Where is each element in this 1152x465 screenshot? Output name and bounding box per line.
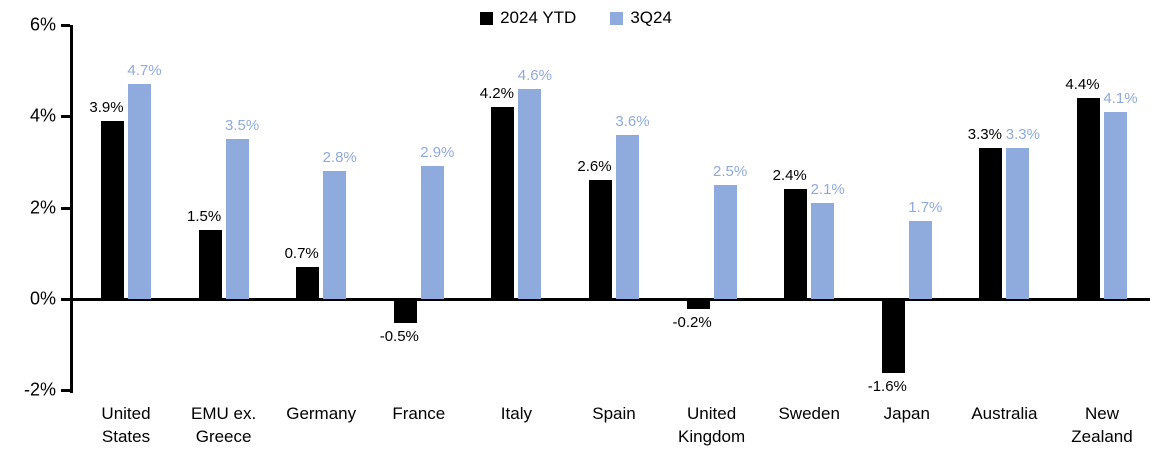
legend-label: 3Q24 bbox=[630, 8, 672, 27]
value-label: 1.7% bbox=[908, 199, 943, 217]
bar-3q24-italy bbox=[518, 88, 542, 299]
y-axis-line bbox=[70, 25, 73, 393]
legend-swatch-icon bbox=[610, 11, 624, 25]
bar-3q24-australia bbox=[1006, 148, 1030, 299]
value-label: 2.1% bbox=[810, 180, 845, 198]
value-label: -1.6% bbox=[867, 377, 907, 395]
x-axis-line bbox=[70, 297, 1150, 301]
y-tick-mark bbox=[61, 297, 70, 301]
y-tick-label: 6% bbox=[29, 14, 56, 35]
bar-2024-ytd-emu-ex-greece bbox=[198, 230, 222, 299]
bar-3q24-germany bbox=[323, 171, 347, 299]
bar-3q24-sweden bbox=[811, 202, 835, 299]
bar-2024-ytd-sweden bbox=[784, 189, 808, 299]
bar-3q24-emu-ex-greece bbox=[225, 139, 249, 299]
value-label: 0.7% bbox=[284, 244, 319, 262]
bar-2024-ytd-germany bbox=[296, 266, 320, 299]
bar-2024-ytd-united-states bbox=[101, 120, 124, 299]
value-label: 2.6% bbox=[577, 158, 612, 176]
value-label: 1.5% bbox=[186, 208, 222, 226]
value-label: 2.8% bbox=[322, 149, 357, 166]
category-label-australia: Australia bbox=[971, 404, 1038, 423]
y-tick-mark bbox=[61, 206, 70, 210]
value-label: 3.9% bbox=[89, 98, 124, 116]
category-label-spain: Spain bbox=[592, 404, 636, 423]
bar-2024-ytd-australia bbox=[979, 148, 1003, 299]
bar-3q24-united-kingdom bbox=[713, 184, 737, 299]
category-label-sweden: Sweden bbox=[778, 404, 840, 423]
value-label: 4.4% bbox=[1065, 76, 1100, 93]
value-label: -0.2% bbox=[672, 313, 712, 331]
category-label-united-kingdom: United Kingdom bbox=[678, 404, 746, 446]
legend-item-2024-ytd: 2024 YTD bbox=[480, 8, 576, 28]
value-label: 2.5% bbox=[712, 162, 748, 180]
chart-legend: 2024 YTD 3Q24 bbox=[0, 8, 1152, 28]
value-label: 3.3% bbox=[1005, 126, 1040, 144]
value-label: 3.3% bbox=[967, 126, 1002, 144]
bar-3q24-new-zealand bbox=[1104, 111, 1127, 299]
category-label-japan: Japan bbox=[883, 404, 930, 423]
value-label: 2.9% bbox=[420, 144, 455, 162]
legend-swatch-icon bbox=[480, 11, 494, 25]
bar-2024-ytd-spain bbox=[589, 180, 612, 299]
bar-2024-ytd-japan bbox=[881, 299, 905, 373]
category-label-new-zealand: New Zealand bbox=[1071, 404, 1133, 446]
y-tick-mark bbox=[61, 389, 70, 392]
y-tick-label: 2% bbox=[29, 197, 56, 217]
y-tick-mark bbox=[61, 115, 70, 119]
category-label-germany: Germany bbox=[286, 404, 357, 423]
bar-3q24-france bbox=[420, 166, 444, 299]
category-label-france: France bbox=[392, 404, 446, 423]
bar-2024-ytd-new-zealand bbox=[1077, 98, 1100, 299]
category-label-italy: Italy bbox=[500, 404, 532, 423]
y-tick-label: 4% bbox=[29, 105, 56, 126]
bar-2024-ytd-italy bbox=[491, 107, 515, 299]
bar-3q24-united-states bbox=[128, 84, 151, 299]
bar-2024-ytd-france bbox=[393, 299, 417, 323]
value-label: 4.7% bbox=[127, 62, 162, 80]
category-label-emu-ex-greece: EMU ex. Greece bbox=[191, 404, 257, 446]
y-tick-label: -2% bbox=[23, 379, 56, 400]
bar-3q24-japan bbox=[908, 221, 932, 299]
bar-2024-ytd-united-kingdom bbox=[686, 299, 710, 309]
y-tick-mark bbox=[61, 24, 70, 27]
bar-3q24-spain bbox=[616, 134, 639, 299]
value-label: 4.6% bbox=[517, 66, 552, 84]
value-label: 3.5% bbox=[224, 117, 260, 135]
category-label-united-states: United States bbox=[101, 404, 151, 446]
legend-label: 2024 YTD bbox=[500, 8, 577, 27]
value-label: -0.5% bbox=[379, 327, 419, 345]
y-tick-label: 0% bbox=[29, 288, 56, 309]
value-label: 2.4% bbox=[772, 167, 807, 185]
value-label: 4.2% bbox=[479, 85, 514, 103]
legend-item-3q24: 3Q24 bbox=[610, 8, 672, 28]
value-label: 3.6% bbox=[615, 112, 650, 130]
value-label: 4.1% bbox=[1103, 89, 1138, 107]
